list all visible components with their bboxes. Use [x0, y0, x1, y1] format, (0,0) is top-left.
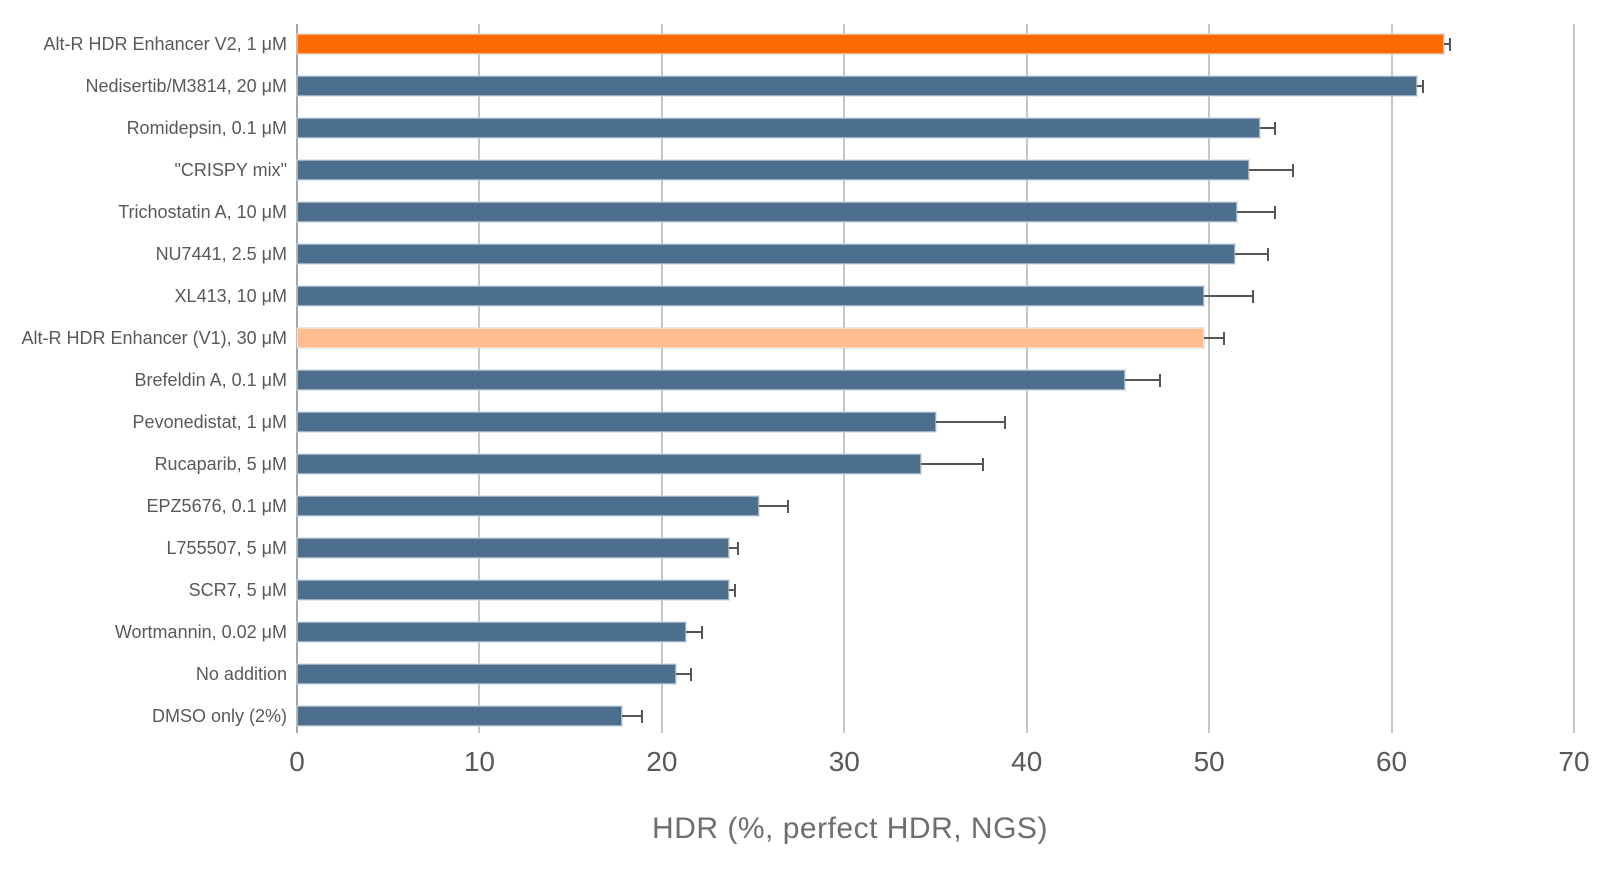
- category-label: Wortmannin, 0.02 μM: [114, 622, 287, 642]
- category-label: Alt-R HDR Enhancer (V1), 30 μM: [21, 328, 287, 348]
- error-bar-whisker: [1203, 295, 1253, 297]
- error-bar-cap: [1222, 331, 1225, 345]
- error-bar-whisker: [1236, 211, 1275, 213]
- error-bar-whisker: [729, 589, 735, 591]
- bar: [297, 664, 677, 684]
- x-tick-label-60: 60: [1375, 746, 1408, 777]
- error-bar-cap: [1273, 121, 1276, 135]
- error-bar-whisker: [729, 547, 739, 549]
- error-bar-whisker: [621, 715, 642, 717]
- bar: [297, 496, 759, 516]
- bar: [297, 370, 1126, 390]
- category-label: Romidepsin, 0.1 μM: [126, 118, 287, 138]
- error-bar-cap: [1251, 289, 1254, 303]
- category-label: DMSO only (2%): [151, 706, 287, 726]
- error-bar-whisker: [685, 631, 702, 633]
- bar: [297, 34, 1445, 54]
- error-bar-cap: [1421, 79, 1424, 93]
- x-tick-label-50: 50: [1193, 746, 1225, 777]
- bar: [297, 454, 921, 474]
- category-label: XL413, 10 μM: [174, 286, 287, 306]
- x-tick-label-20: 20: [646, 746, 678, 777]
- error-bar-cap: [1273, 205, 1276, 219]
- category-label: L755507, 5 μM: [166, 538, 287, 558]
- error-bar-cap: [733, 583, 736, 597]
- x-tick-label-70: 70: [1558, 746, 1590, 777]
- error-bar-cap: [981, 457, 984, 471]
- error-bar-cap: [1003, 415, 1006, 429]
- error-bar-cap: [737, 541, 740, 555]
- bar: [297, 328, 1204, 348]
- error-bar-whisker: [758, 505, 788, 507]
- error-bar-whisker: [935, 421, 1005, 423]
- error-bar-whisker: [1444, 43, 1450, 45]
- gridline-x-70: [1573, 24, 1575, 733]
- category-label: NU7441, 2.5 μM: [155, 244, 287, 264]
- error-bar-cap: [1158, 373, 1161, 387]
- bar: [297, 538, 730, 558]
- category-label: EPZ5676, 0.1 μM: [146, 496, 287, 516]
- error-bar-whisker: [1125, 379, 1160, 381]
- bar: [297, 76, 1418, 96]
- category-label: Brefeldin A, 0.1 μM: [134, 370, 287, 390]
- category-label: No addition: [195, 664, 287, 684]
- bar: [297, 580, 730, 600]
- bar: [297, 118, 1261, 138]
- category-label: Nedisertib/M3814, 20 μM: [85, 76, 287, 96]
- error-bar-cap: [1292, 163, 1295, 177]
- bar: [297, 412, 936, 432]
- category-label: Pevonedistat, 1 μM: [132, 412, 287, 432]
- error-bar-whisker: [1260, 127, 1275, 129]
- error-bar-whisker: [1203, 337, 1224, 339]
- x-tick-label-40: 40: [1011, 746, 1043, 777]
- error-bar-whisker: [676, 673, 692, 675]
- error-bar-whisker: [1249, 169, 1294, 171]
- error-bar-whisker: [1417, 85, 1423, 87]
- bar: [297, 244, 1235, 264]
- x-axis-label: HDR (%, perfect HDR, NGS): [652, 812, 1048, 845]
- category-label: Rucaparib, 5 μM: [154, 454, 287, 474]
- bar: [297, 622, 686, 642]
- bar: [297, 706, 622, 726]
- bar: [297, 286, 1204, 306]
- category-label: SCR7, 5 μM: [188, 580, 287, 600]
- error-bar-cap: [690, 667, 693, 681]
- error-bar-cap: [700, 625, 703, 639]
- gridline-x-50: [1208, 24, 1211, 733]
- category-label: Alt-R HDR Enhancer V2, 1 μM: [43, 34, 287, 54]
- x-tick-label-10: 10: [463, 746, 495, 777]
- error-bar-cap: [640, 709, 643, 723]
- error-bar-cap: [1448, 37, 1451, 51]
- x-tick-label-0: 0: [289, 746, 305, 777]
- error-bar-whisker: [920, 463, 983, 465]
- error-bar-whisker: [1234, 253, 1268, 255]
- error-bar-cap: [786, 499, 789, 513]
- bar: [297, 202, 1237, 222]
- x-tick-label-30: 30: [828, 746, 860, 777]
- gridline-x-60: [1390, 24, 1393, 733]
- error-bar-cap: [1266, 247, 1269, 261]
- category-label: Trichostatin A, 10 μM: [118, 202, 287, 222]
- category-label: "CRISPY mix": [174, 160, 287, 180]
- bar: [297, 160, 1250, 180]
